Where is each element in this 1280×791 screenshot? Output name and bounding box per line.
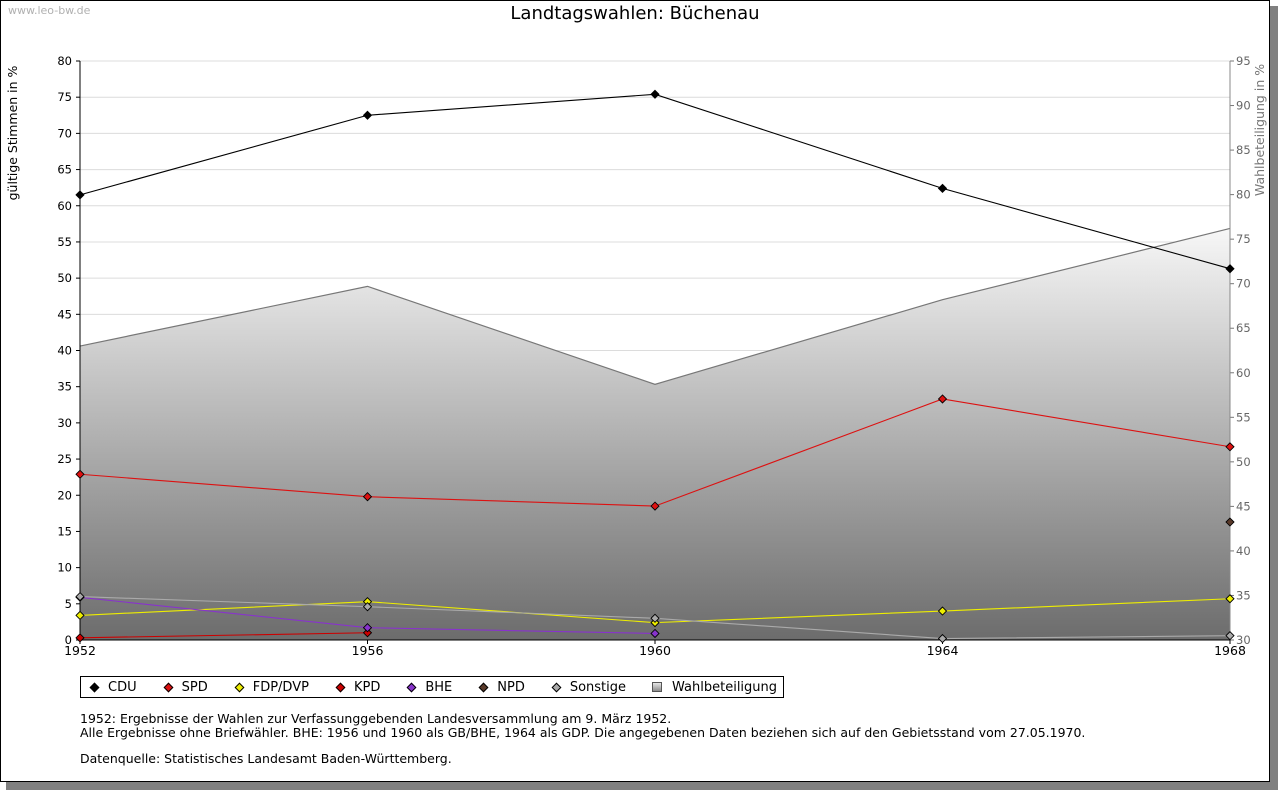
y2-tick-label: 90: [1236, 99, 1251, 113]
chart-plot: 0 5 10 15 20 25 30 35 40 45 50 55 60 65 70 75 80 30 35 40 45…: [5, 54, 1267, 658]
y-tick-label: 65: [57, 163, 72, 177]
y2-axis-title: Wahlbeteiligung in %: [1252, 64, 1267, 196]
y-tick-label: 50: [57, 271, 72, 285]
y-tick-label: 10: [57, 561, 72, 575]
legend-label-wahlbeteiligung: Wahlbeteiligung: [672, 679, 778, 695]
y-tick-label: 55: [57, 235, 72, 249]
y2-tick-label: 35: [1236, 588, 1251, 602]
point-cdu: [362, 110, 373, 120]
point-fdp-dvp: [75, 610, 85, 621]
y-tick-label: 15: [57, 524, 72, 538]
y-tick-label: 5: [65, 597, 72, 611]
chart-notes: 1952: Ergebnisse der Wahlen zur Verfassu…: [80, 712, 1085, 766]
point-sonstige: [1225, 631, 1235, 641]
legend-label-spd: SPD: [181, 679, 208, 695]
y-tick-label: 75: [57, 90, 72, 104]
y2-tick-label: 45: [1236, 499, 1251, 513]
frame-shadow-right: [1270, 6, 1278, 790]
y2-tick-label: 30: [1236, 633, 1251, 647]
y-tick-label: 30: [57, 416, 72, 430]
chart-title: Landtagswahlen: Büchenau: [510, 3, 760, 24]
legend-marker-wahlbeteiligung: [652, 682, 663, 692]
y-tick-label: 0: [65, 633, 72, 647]
y2-tick-label: 65: [1236, 321, 1251, 335]
point-cdu: [650, 89, 660, 99]
x-tick-label: 1968: [1214, 643, 1246, 658]
legend-item-wahlbeteiligung: Wahlbeteiligung: [648, 680, 777, 695]
point-sonstige: [650, 613, 660, 623]
legend-marker-sonstige: [551, 682, 562, 692]
point-cdu: [1225, 264, 1235, 274]
point-bhe: [650, 628, 660, 639]
point-fdp-dvp: [1225, 594, 1235, 604]
y2-tick-label: 75: [1236, 232, 1251, 246]
y2-tick-label: 50: [1236, 455, 1251, 469]
point-sonstige: [362, 602, 373, 612]
y-tick-label: 60: [57, 199, 72, 213]
point-cdu: [75, 190, 85, 200]
x-tick-label: 1952: [64, 643, 96, 658]
point-bhe: [362, 623, 373, 633]
series-line-cdu: [79, 93, 1231, 270]
legend-label-cdu: CDU: [108, 679, 137, 695]
point-fdp-dvp: [937, 606, 948, 616]
legend-label-npd: NPD: [497, 679, 525, 695]
y2-tick-label: 80: [1236, 188, 1251, 202]
legend-item-cdu: CDU: [85, 680, 137, 695]
point-spd: [650, 501, 660, 511]
turnout-area: [80, 228, 1230, 641]
legend-label-bhe: BHE: [425, 679, 453, 695]
note-line-1: 1952: Ergebnisse der Wahlen zur Verfassu…: [80, 711, 672, 726]
series-line-kpd: [79, 632, 368, 639]
legend-label-sonstige: Sonstige: [569, 679, 627, 695]
y2-tick-label: 55: [1236, 410, 1251, 424]
y2-tick-label: 95: [1236, 54, 1251, 68]
note-line-2: Alle Ergebnisse ohne Briefwähler. BHE: 1…: [80, 725, 1086, 740]
legend-item-npd: NPD: [474, 680, 525, 695]
legend-marker-bhe: [406, 682, 417, 692]
y2-tick-label: 40: [1236, 544, 1251, 558]
legend-item-spd: SPD: [159, 680, 208, 695]
y-tick-label: 70: [57, 126, 72, 140]
legend-marker-spd: [163, 682, 174, 692]
point-spd: [75, 469, 85, 479]
point-cdu: [937, 183, 948, 194]
point-spd: [1225, 442, 1235, 452]
point-sonstige: [937, 633, 948, 644]
y-tick-label: 45: [57, 307, 72, 321]
frame-shadow-bottom: [6, 782, 1278, 790]
point-kpd: [362, 628, 373, 638]
point-spd: [937, 394, 948, 404]
y-tick-label: 40: [57, 344, 72, 358]
y-tick-label: 35: [57, 380, 72, 394]
legend-marker-npd: [478, 682, 489, 692]
legend-item-fdp-dvp: FDP/DVP: [230, 680, 309, 695]
note-source: Datenquelle: Statistisches Landesamt Bad…: [80, 751, 452, 766]
x-tick-label: 1964: [927, 643, 959, 658]
y-axis-title: gültige Stimmen in %: [5, 65, 20, 200]
point-spd: [362, 492, 373, 502]
point-npd: [1225, 517, 1235, 527]
y-tick-label: 20: [57, 488, 72, 502]
y2-tick-label: 70: [1236, 277, 1251, 291]
y2-tick-label: 60: [1236, 366, 1251, 380]
legend-item-bhe: BHE: [402, 680, 452, 695]
y-tick-label: 80: [57, 54, 72, 68]
point-kpd: [75, 633, 85, 643]
turnout-line: [79, 227, 1231, 385]
watermark: www.leo-bw.de: [8, 4, 91, 17]
y-tick-label: 25: [57, 452, 72, 466]
legend-marker-cdu: [89, 682, 100, 692]
legend-item-kpd: KPD: [331, 680, 380, 695]
legend-marker-fdp-dvp: [234, 682, 245, 692]
legend-marker-kpd: [335, 682, 346, 692]
legend-item-sonstige: Sonstige: [547, 680, 626, 695]
chart-legend: CDU SPD FDP/DVP KPD BHE NPD Sonstige Wahlbeteil…: [80, 676, 785, 698]
legend-label-fdp-dvp: FDP/DVP: [252, 679, 309, 695]
point-sonstige: [75, 591, 85, 602]
x-tick-label: 1956: [352, 643, 384, 658]
legend-label-kpd: KPD: [353, 679, 381, 695]
y2-tick-label: 85: [1236, 143, 1251, 157]
x-tick-label: 1960: [639, 643, 671, 658]
